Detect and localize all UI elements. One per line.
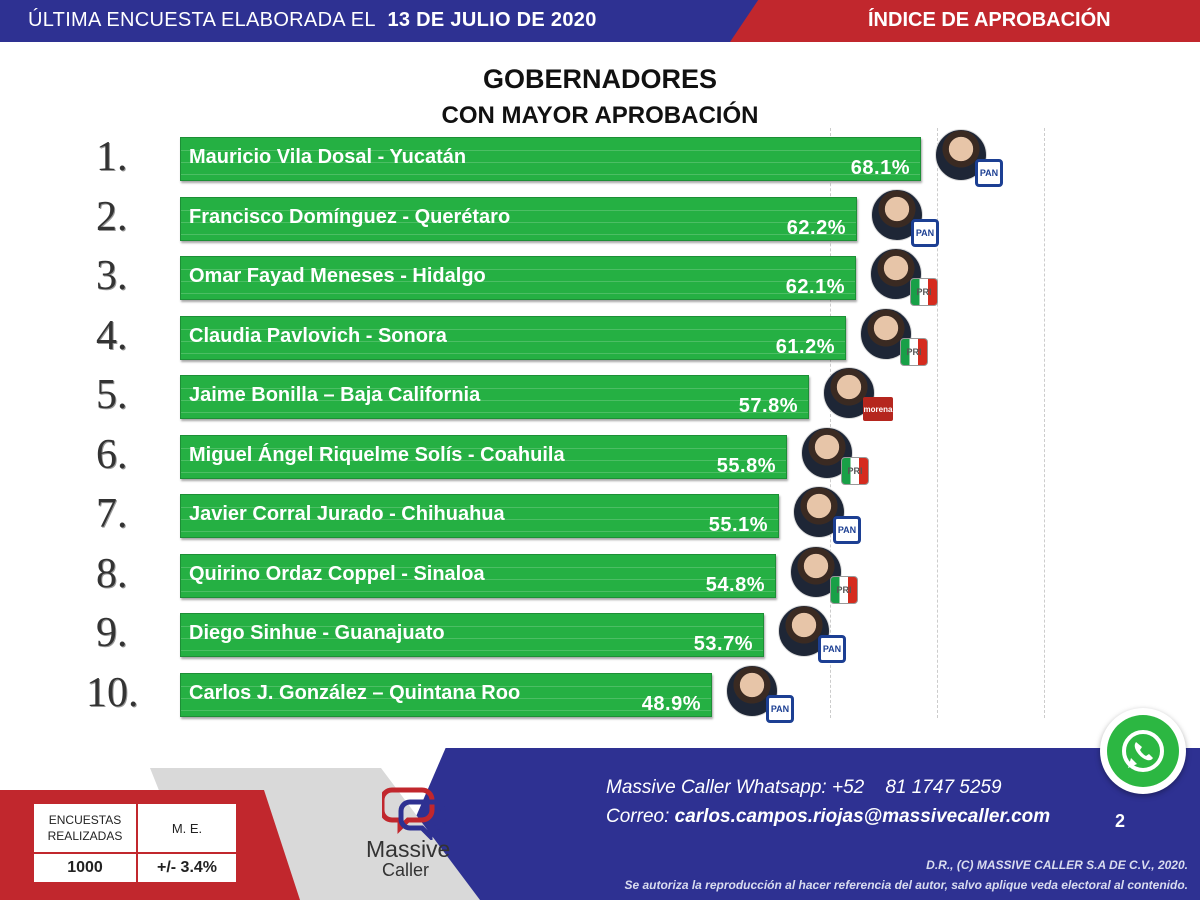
bar-value-label: 55.8% (716, 454, 776, 477)
party-logo-icon: PRI (900, 337, 928, 366)
grid-line (937, 128, 938, 718)
chart-subtitle: CON MAYOR APROBACIÓN (441, 102, 759, 129)
contact-whatsapp: Massive Caller Whatsapp: +52 81 1747 525… (606, 777, 1002, 799)
bar-value-label: 62.1% (785, 276, 845, 298)
disclaimer: Se autoriza la reproducción al hacer ref… (624, 878, 1188, 892)
header-survey-date: ÚLTIMA ENCUESTA ELABORADA EL 13 DE JULIO… (28, 9, 597, 32)
grid-line (830, 128, 831, 718)
bar-category-label: Francisco Domínguez - Querétaro (189, 205, 511, 228)
bar-category-label: Mauricio Vila Dosal - Yucatán (189, 146, 467, 168)
bar-value-label: 62.2% (786, 216, 846, 239)
rank-label: 10. (86, 669, 139, 716)
bar: Francisco Domínguez - Querétaro 62.2% (180, 196, 857, 241)
copyright: D.R., (C) MASSIVE CALLER S.A DE C.V., 20… (926, 858, 1188, 872)
bar: Carlos J. González – Quintana Roo 48.9% (180, 672, 712, 717)
party-logo-icon: PAN (818, 635, 846, 663)
bar: Miguel Ángel Riquelme Solís - Coahuila 55… (180, 434, 787, 479)
contact-email: Correo: carlos.campos.riojas@massivecall… (606, 806, 1050, 828)
party-logo-icon: PRI (841, 456, 869, 485)
party-logo-icon: PRI (910, 278, 938, 306)
header-bar-red (730, 0, 1200, 42)
rank-label: 5. (96, 372, 128, 418)
bar-category-label: Omar Fayad Meneses - Hidalgo (189, 265, 486, 287)
party-logo-icon: PAN (766, 694, 794, 723)
email-label: Correo: (606, 806, 670, 827)
grid-line (1044, 128, 1045, 718)
bar-category-label: Diego Sinhue - Guanajuato (189, 622, 445, 644)
bar-value-label: 68.1% (850, 157, 910, 179)
bar-category-label: Carlos J. González – Quintana Roo (189, 681, 521, 704)
header-date: 13 DE JULIO DE 2020 (387, 9, 597, 31)
bar: Quirino Ordaz Coppel - Sinaloa 54.8% (180, 553, 776, 598)
bar-category-label: Miguel Ángel Riquelme Solís - Coahuila (189, 443, 565, 466)
logo-text-caller: Caller (382, 860, 430, 880)
massive-caller-logo-icon (382, 787, 446, 840)
bar-value-label: 61.2% (775, 335, 835, 358)
email-link[interactable]: carlos.campos.riojas@massivecaller.com (674, 806, 1051, 827)
rank-label: 7. (96, 491, 128, 537)
chart-title: GOBERNADORES (482, 64, 718, 94)
rank-label: 1. (96, 134, 128, 180)
bar-category-label: Claudia Pavlovich - Sonora (189, 324, 447, 347)
bar-value-label: 54.8% (705, 573, 765, 596)
bar: Diego Sinhue - Guanajuato 53.7% (180, 613, 764, 657)
party-logo-icon: morena (863, 397, 893, 421)
surveys-header: ENCUESTAS REALIZADAS (33, 803, 137, 853)
bar: Omar Fayad Meneses - Hidalgo 62.1% (180, 256, 856, 300)
party-logo-icon: PAN (911, 218, 939, 247)
header-section: ÍNDICE DE APROBACIÓN (868, 9, 1111, 31)
rank-label: 2. (96, 193, 128, 240)
footer-blue-panel (380, 748, 1200, 900)
logo-text-massive: Massive (366, 836, 451, 862)
bar-value-label: 55.1% (708, 514, 768, 536)
party-logo-icon: PRI (830, 575, 858, 604)
bar: Jaime Bonilla – Baja California 57.8% (180, 375, 809, 419)
bar-category-label: Quirino Ordaz Coppel - Sinaloa (189, 562, 485, 585)
rank-label: 9. (96, 610, 128, 656)
whatsapp-label: Massive Caller Whatsapp: +52 (606, 777, 865, 798)
bar-value-label: 57.8% (738, 395, 798, 417)
bar-value-label: 53.7% (693, 633, 753, 655)
phone-icon (1122, 730, 1164, 772)
bar: Mauricio Vila Dosal - Yucatán 68.1% (180, 137, 921, 181)
bar-category-label: Jaime Bonilla – Baja California (189, 384, 481, 406)
margin-error-header: M. E. (137, 803, 237, 853)
header-bar-blue (0, 0, 780, 42)
margin-error-value: +/- 3.4% (137, 853, 237, 883)
rank-label: 8. (96, 550, 128, 597)
surveys-value: 1000 (33, 853, 137, 883)
page-number: 2 (1115, 811, 1126, 831)
party-logo-icon: PAN (833, 516, 861, 544)
rank-label: 4. (96, 312, 128, 359)
bar: Javier Corral Jurado - Chihuahua 55.1% (180, 494, 779, 538)
rank-label: 3. (96, 253, 128, 299)
whatsapp-icon[interactable] (1100, 708, 1186, 794)
rank-label: 6. (96, 431, 128, 478)
whatsapp-number: 81 1747 5259 (885, 777, 1002, 798)
bar: Claudia Pavlovich - Sonora 61.2% (180, 315, 846, 360)
bar-value-label: 48.9% (641, 692, 701, 715)
header-prefix: ÚLTIMA ENCUESTA ELABORADA EL (28, 9, 376, 31)
sample-table: ENCUESTAS REALIZADAS M. E. 1000 +/- 3.4% (32, 802, 238, 884)
bar-category-label: Javier Corral Jurado - Chihuahua (189, 503, 505, 525)
party-logo-icon: PAN (975, 159, 1003, 187)
